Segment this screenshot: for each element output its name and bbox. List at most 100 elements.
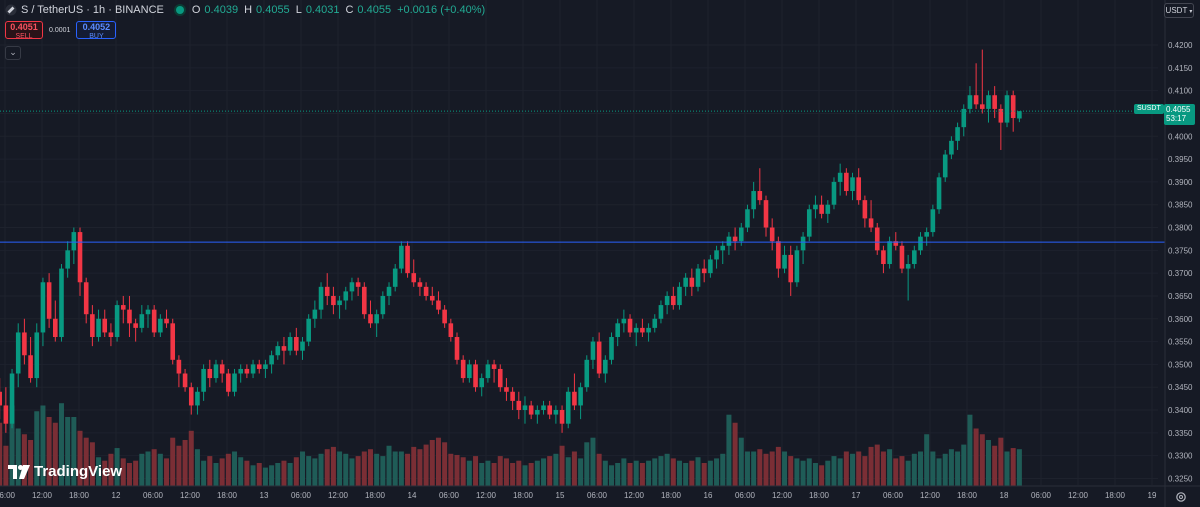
volume-bar <box>825 460 831 486</box>
time-tick-label: 06:00 <box>0 491 16 500</box>
volume-bar <box>979 434 985 486</box>
candle-body <box>967 95 973 109</box>
symbol-title[interactable]: S / TetherUS · 1h · BINANCE <box>21 4 164 16</box>
time-tick-label: 12:00 <box>772 491 793 500</box>
bar-countdown: 53:17 <box>1166 114 1187 123</box>
volume-bar <box>0 422 3 486</box>
volume-bar <box>621 458 627 486</box>
candle-body <box>986 95 991 109</box>
collapse-button[interactable]: ⌄ <box>5 46 21 60</box>
volume-bar <box>689 460 695 486</box>
candle-body <box>708 259 713 274</box>
volume-bar <box>516 460 522 486</box>
candle-body <box>973 95 979 105</box>
volume-bar <box>763 453 769 486</box>
time-tick-label: 18:00 <box>365 491 386 500</box>
volume-bar <box>955 451 961 486</box>
candle-body <box>720 245 726 251</box>
volume-bar <box>559 445 565 486</box>
candle-body <box>127 309 132 324</box>
candle-body <box>714 250 719 260</box>
price-tick-label: 0.3450 <box>1168 383 1193 392</box>
candle-body <box>182 373 188 388</box>
candle-body <box>615 323 620 338</box>
volume-bar <box>788 456 794 486</box>
volume-bar <box>466 460 472 486</box>
candle-body <box>658 305 664 319</box>
candle-body <box>942 154 948 178</box>
time-tick-label: 06:00 <box>735 491 756 500</box>
volume-bar <box>782 451 788 486</box>
volume-bar <box>547 456 553 486</box>
volume-bar <box>133 460 139 486</box>
candle-body <box>250 364 256 374</box>
volume-bar <box>244 460 250 486</box>
price-tick-label: 0.3250 <box>1168 474 1193 483</box>
volume-bar <box>887 449 893 486</box>
volume-bar <box>942 453 948 486</box>
price-axis[interactable]: 0.42000.41500.41000.40500.40000.39500.39… <box>1165 20 1200 485</box>
volume-bar <box>757 449 763 486</box>
candle-body <box>776 241 781 269</box>
price-tick-label: 0.3400 <box>1168 406 1193 415</box>
volume-bar <box>899 456 905 486</box>
price-axis-background <box>1165 20 1200 485</box>
buy-button[interactable]: 0.4052 BUY <box>76 21 117 40</box>
candle-body <box>22 332 27 356</box>
volume-bar <box>65 417 71 486</box>
high-value: 0.4055 <box>256 4 290 16</box>
candle-body <box>219 364 225 374</box>
volume-bar <box>850 453 856 486</box>
volume-bar <box>176 445 182 486</box>
candle-body <box>90 314 95 338</box>
sell-price: 0.4051 <box>10 22 38 32</box>
candle-body <box>874 227 880 251</box>
volume-bar <box>77 430 83 486</box>
volume-bar <box>967 414 973 486</box>
candle-body <box>232 373 237 392</box>
candle-body <box>34 332 40 379</box>
price-tick-label: 0.3600 <box>1168 315 1193 324</box>
volume-bar <box>330 446 336 486</box>
candle-body <box>269 355 274 365</box>
trade-panel: 0.4051 SELL 0.0001 0.4052 BUY <box>5 21 117 40</box>
candle-body <box>930 209 936 233</box>
volume-bar <box>58 403 64 486</box>
volume-bar <box>961 444 967 486</box>
time-tick-label: 12:00 <box>328 491 349 500</box>
candle-body <box>9 373 15 424</box>
volume-bar <box>744 451 750 486</box>
volume-bar <box>794 458 800 486</box>
volume-bar <box>584 442 590 486</box>
time-tick-label: 12:00 <box>180 491 201 500</box>
volume-bar <box>281 460 287 486</box>
candle-body <box>936 177 942 210</box>
symbol-logo-icon <box>5 4 17 16</box>
settings-gear-icon[interactable] <box>1175 491 1187 503</box>
volume-bar <box>769 451 775 486</box>
volume-bar <box>868 446 874 486</box>
candle-body <box>918 236 923 251</box>
volume-bar <box>714 458 720 486</box>
candle-body <box>294 337 299 351</box>
volume-bar <box>454 454 460 486</box>
candle-body <box>287 337 293 351</box>
candle-body <box>590 341 596 360</box>
candle-body <box>627 318 633 333</box>
volume-bar <box>503 458 509 486</box>
volume-bar <box>343 453 349 486</box>
candle-body <box>442 309 447 324</box>
volume-bar <box>676 460 682 486</box>
currency-button[interactable]: USDT ▾ <box>1164 3 1194 18</box>
sell-button[interactable]: 0.4051 SELL <box>5 21 43 40</box>
volume-bar <box>349 458 355 486</box>
candle-body <box>139 314 145 328</box>
candle-body <box>374 314 379 324</box>
volume-bar <box>52 422 58 486</box>
volume-bar <box>114 448 120 486</box>
price-tick-label: 0.3900 <box>1168 178 1193 187</box>
candle-body <box>429 295 435 301</box>
candle-body <box>244 368 250 374</box>
